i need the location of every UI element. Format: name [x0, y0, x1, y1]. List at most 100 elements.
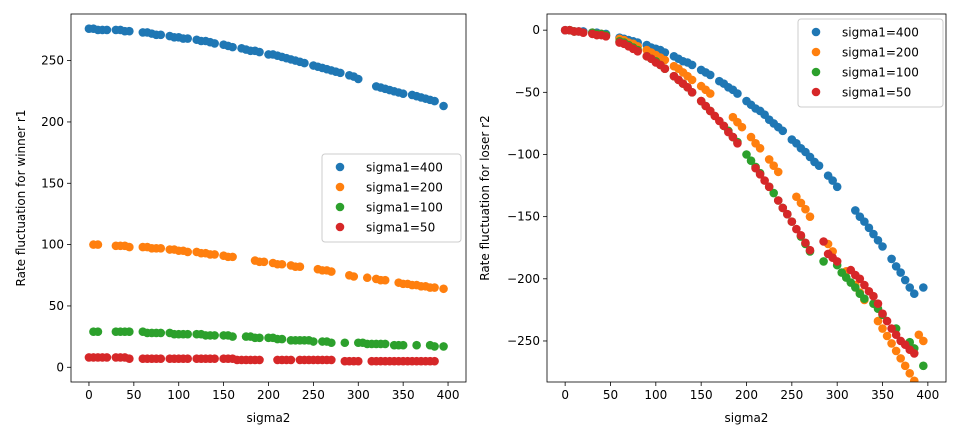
data-point: [430, 96, 439, 106]
data-point: [909, 376, 919, 382]
data-point: [864, 223, 874, 233]
x-tick-label: 150: [690, 388, 713, 402]
data-point: [905, 283, 915, 292]
data-point: [102, 353, 112, 362]
data-point: [156, 243, 166, 253]
data-point: [633, 47, 642, 56]
legend-marker: [335, 162, 345, 172]
data-point: [900, 361, 910, 371]
data-point: [255, 47, 264, 57]
data-point: [353, 356, 363, 366]
data-point: [873, 316, 883, 326]
data-point: [93, 240, 103, 249]
data-point: [286, 355, 296, 365]
data-point: [778, 203, 788, 213]
data-point: [828, 176, 837, 185]
data-point: [228, 42, 237, 52]
data-point: [860, 217, 869, 226]
data-point: [125, 26, 134, 36]
data-point: [796, 231, 806, 240]
y-tick-label: −200: [507, 272, 540, 286]
data-point: [878, 309, 887, 318]
data-point: [773, 167, 783, 177]
x-tick-label: 0: [85, 388, 93, 402]
legend-marker: [811, 67, 821, 77]
data-point: [309, 337, 318, 346]
data-point: [751, 163, 760, 173]
data-point: [398, 89, 408, 99]
data-point: [769, 161, 778, 170]
data-point: [873, 235, 883, 245]
data-point: [746, 156, 756, 165]
data-point: [719, 121, 729, 131]
y-tick-label: −250: [507, 334, 540, 348]
y-tick-label: 150: [41, 176, 64, 190]
data-point: [259, 257, 269, 267]
data-point: [832, 257, 842, 266]
x-tick-label: 350: [871, 388, 894, 402]
x-tick-label: 250: [302, 388, 325, 402]
data-point: [156, 354, 166, 363]
data-point: [705, 70, 715, 80]
legend-box: [321, 153, 462, 243]
data-point: [93, 327, 103, 337]
data-point: [919, 361, 928, 371]
data-point: [905, 369, 915, 378]
data-point: [183, 34, 192, 43]
x-tick-label: 350: [392, 388, 415, 402]
legend-marker: [811, 87, 821, 97]
x-tick-label: 50: [603, 388, 618, 402]
data-points: [560, 25, 928, 382]
y-tick-label: 250: [41, 54, 64, 68]
x-tick-label: 250: [780, 388, 803, 402]
data-point: [819, 257, 828, 266]
legend-entry-label: sigma1=100: [842, 66, 919, 80]
data-point: [891, 330, 901, 340]
data-point: [764, 182, 774, 192]
x-tick-label: 200: [735, 388, 758, 402]
data-point: [919, 283, 928, 292]
legend-marker: [335, 222, 345, 232]
data-point: [439, 101, 448, 111]
y-axis-label: Rate fluctuation for loser r2: [478, 115, 492, 281]
data-point: [398, 340, 408, 350]
data-point: [778, 126, 788, 136]
data-point: [909, 349, 919, 358]
data-point: [210, 250, 219, 259]
data-point: [728, 132, 738, 142]
data-point: [430, 342, 439, 351]
series-sigma1=400: [84, 24, 448, 111]
series-sigma1=200: [89, 240, 448, 294]
data-point: [578, 28, 588, 37]
data-point: [801, 204, 810, 214]
x-tick-label: 400: [916, 388, 939, 402]
data-point: [891, 346, 901, 356]
data-point: [851, 283, 860, 292]
y-tick-label: 100: [41, 238, 64, 252]
data-point: [102, 25, 112, 35]
legend-entry-label: sigma1=400: [842, 26, 919, 40]
data-point: [869, 229, 878, 239]
x-tick-label: 400: [437, 388, 460, 402]
x-tick-label: 300: [347, 388, 370, 402]
data-point: [439, 284, 448, 294]
data-point: [412, 340, 421, 350]
x-tick-label: 100: [167, 388, 190, 402]
data-point: [210, 354, 219, 363]
data-point: [896, 268, 905, 277]
data-point: [255, 355, 264, 365]
data-point: [855, 274, 865, 284]
legend-entry-label: sigma1=50: [366, 221, 435, 235]
data-point: [769, 188, 778, 198]
data-point: [430, 283, 439, 292]
data-point: [742, 150, 751, 159]
data-point: [687, 75, 697, 85]
data-point: [183, 354, 192, 363]
data-point: [787, 217, 797, 226]
data-point: [687, 60, 697, 70]
x-tick-label: 150: [212, 388, 235, 402]
data-point: [733, 89, 742, 98]
legend-entry-label: sigma1=400: [366, 161, 443, 175]
x-tick-label: 300: [826, 388, 849, 402]
data-point: [805, 212, 815, 221]
